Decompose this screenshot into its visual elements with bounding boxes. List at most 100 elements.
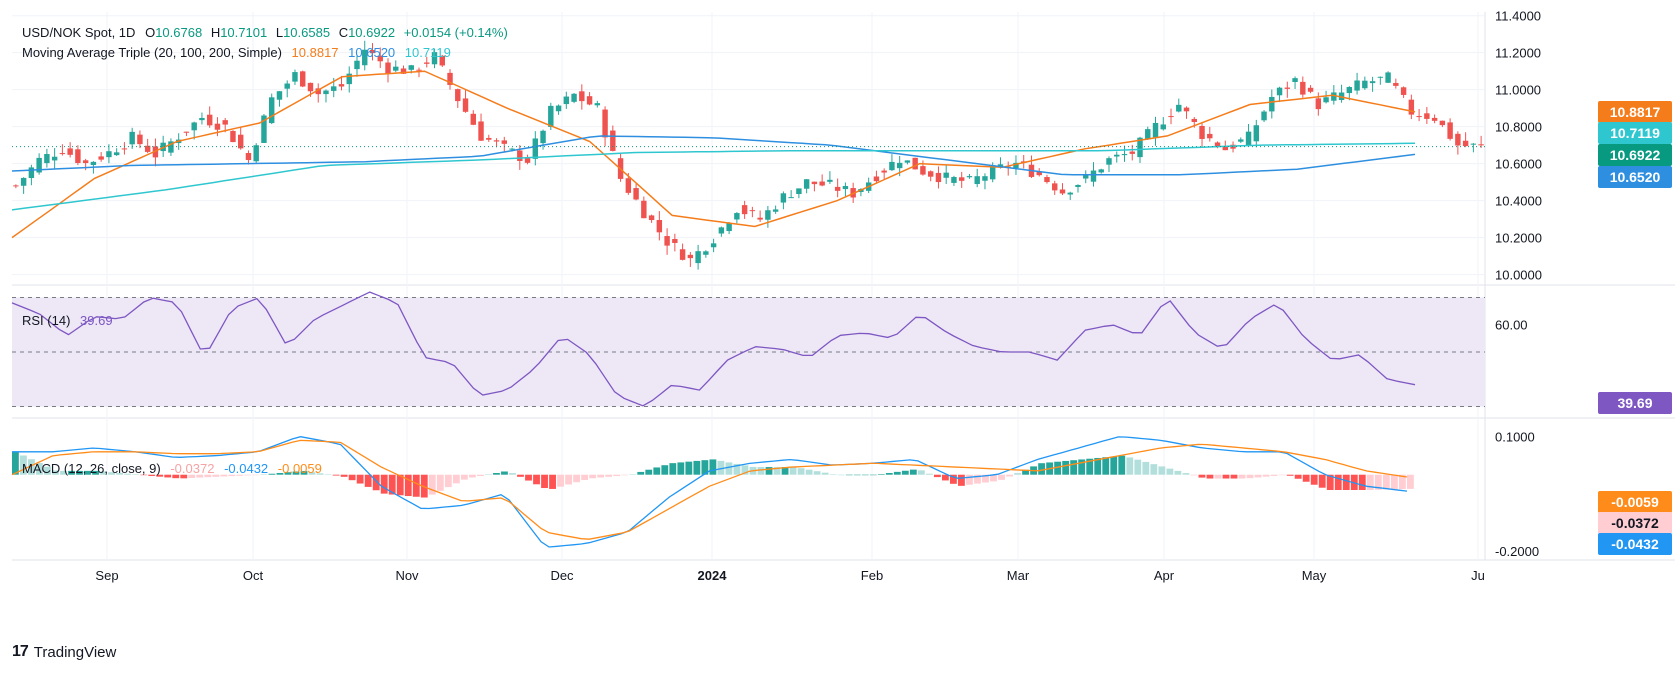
price-legend[interactable]: USD/NOK Spot, 1D O10.6768 H10.7101 L10.6… — [22, 25, 514, 40]
x-axis-label: Ju — [1471, 568, 1485, 583]
candle-body — [51, 156, 58, 161]
candle-body — [749, 210, 756, 212]
macd-histogram-bar — [324, 474, 332, 475]
macd-histogram-bar — [276, 472, 284, 475]
macd-histogram-bar — [1398, 474, 1406, 490]
ma-title: Moving Average Triple (20, 100, 200, Sim… — [22, 45, 282, 60]
macd-histogram-bar — [1390, 474, 1398, 490]
ma20-value: 10.8817 — [291, 45, 339, 60]
macd-histogram-bar — [1406, 474, 1414, 489]
macd-histogram-bar — [388, 474, 396, 495]
candle-body — [486, 137, 492, 140]
candle-body — [199, 117, 205, 121]
macd-histogram-bar — [693, 460, 701, 475]
candle-body — [827, 179, 833, 182]
symbol-label[interactable]: USD/NOK Spot, 1D — [22, 25, 136, 40]
macd-histogram-bar — [364, 474, 372, 487]
macd-histogram-bar — [1166, 468, 1174, 475]
candle-body — [524, 157, 531, 163]
x-axis-label: Oct — [243, 568, 264, 583]
candle-body — [1152, 122, 1159, 138]
candle-body — [90, 161, 97, 166]
candle-body — [726, 223, 732, 232]
candle-body — [586, 96, 593, 105]
candle-body — [1013, 162, 1019, 169]
macd-histogram-bar — [1326, 474, 1334, 490]
macd-histogram-bar — [1294, 474, 1302, 479]
macd-histogram-bar — [228, 474, 236, 477]
macd-histogram-bar — [533, 474, 540, 485]
macd-histogram-bar — [1142, 461, 1150, 475]
candle-body — [772, 209, 779, 212]
axes: Sep Oct Nov Dec 2024 Feb Mar Apr May Ju 11.4000 11.… — [95, 9, 1542, 583]
macd-histogram-bar — [1190, 474, 1198, 476]
macd-histogram-bar — [573, 474, 581, 483]
candle-body — [462, 98, 469, 112]
candle-body — [765, 210, 771, 220]
rsi-tick-label: 60.00 — [1495, 318, 1528, 333]
candle-body — [780, 193, 787, 203]
macd-histogram-bar — [869, 474, 877, 476]
candle-body — [183, 131, 190, 133]
candle-body — [1478, 144, 1484, 146]
candle-body — [796, 188, 802, 194]
macd-histogram-bar — [476, 474, 484, 476]
macd-histogram-bar — [156, 474, 164, 477]
macd-legend[interactable]: MACD (12, 26, close, 9) -0.0372 -0.0432 … — [22, 461, 328, 476]
macd-histogram-bar — [925, 473, 933, 475]
macd-histogram-bar — [853, 474, 861, 476]
candle-body — [563, 96, 570, 105]
candle-body — [1160, 124, 1166, 130]
candle-body — [1191, 118, 1197, 123]
candle-body — [292, 72, 298, 82]
macd-histogram-bar — [1078, 459, 1086, 475]
macd-histogram-bar — [36, 462, 43, 475]
candle-body — [1269, 96, 1275, 112]
x-axis-label: Nov — [395, 568, 419, 583]
macd-histogram-bar — [44, 466, 51, 475]
tradingview-brand[interactable]: 17 TradingView — [12, 643, 116, 661]
price-tick-label: 10.4000 — [1495, 194, 1542, 209]
candle-body — [191, 122, 197, 131]
candle-body — [579, 91, 585, 102]
candle-body — [439, 55, 445, 66]
candle-body — [408, 65, 414, 70]
macd-histogram-bar — [1102, 457, 1110, 475]
candle-body — [331, 86, 337, 91]
macd-histogram-bar — [180, 474, 188, 479]
candle-body — [338, 84, 345, 87]
candle-body — [819, 181, 825, 186]
macd-histogram-bar — [284, 472, 292, 475]
candle-body — [664, 236, 670, 246]
ma-legend[interactable]: Moving Average Triple (20, 100, 200, Sim… — [22, 45, 457, 60]
candle-body — [1121, 154, 1128, 156]
macd-histogram-bar — [220, 474, 228, 477]
price-tick-label: 10.0000 — [1495, 268, 1542, 283]
candle-body — [222, 120, 228, 125]
candle-body — [82, 160, 89, 164]
candle-body — [206, 114, 213, 126]
candle-body — [997, 164, 1004, 167]
macd-histogram-bar — [1230, 474, 1238, 479]
macd-histogram-bar — [356, 474, 364, 484]
candle-body — [261, 115, 267, 143]
macd-histogram-bar — [444, 474, 452, 488]
x-axis-label: 2024 — [698, 568, 728, 583]
macd-histogram-bar — [645, 469, 653, 475]
candle-body — [1253, 125, 1260, 142]
macd-histogram-bar — [116, 472, 124, 475]
price-tick-label: 11.4000 — [1495, 9, 1541, 24]
candle-body — [1323, 97, 1329, 103]
macd-histogram-bar — [701, 460, 709, 475]
macd-histogram-bar — [637, 471, 645, 475]
macd-histogram-bar — [789, 467, 797, 475]
candle-body — [129, 131, 135, 145]
candle-body — [106, 151, 112, 158]
candle-body — [1090, 170, 1097, 182]
candle-body — [501, 140, 508, 144]
candle-body — [1098, 169, 1104, 173]
macd-histogram-bar — [1150, 464, 1158, 475]
candle-body — [989, 165, 996, 180]
macd-histogram-bar — [1014, 473, 1021, 475]
rsi-legend[interactable]: RSI (14) 39.69 — [22, 313, 119, 328]
